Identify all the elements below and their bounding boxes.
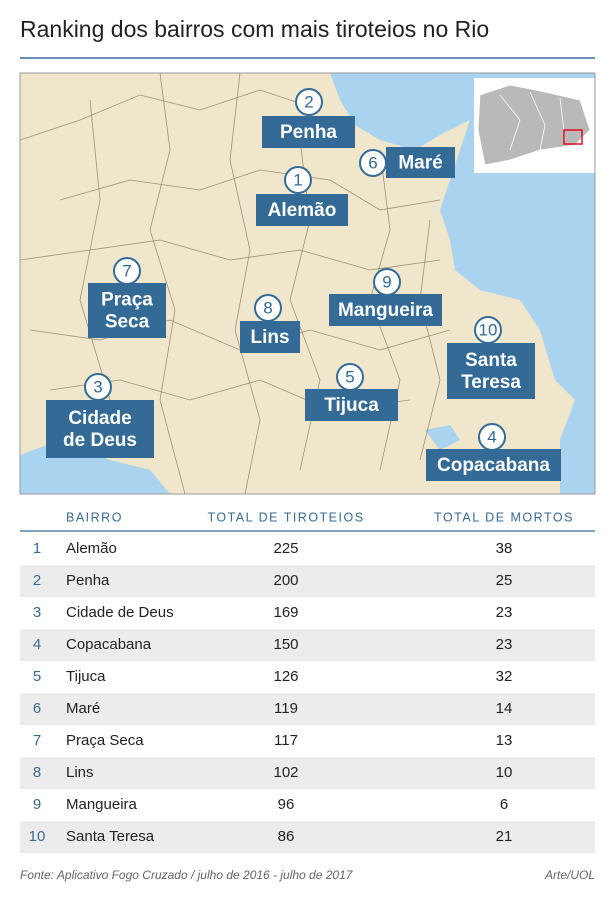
- bay: [330, 73, 480, 150]
- sea: [440, 73, 595, 494]
- name-cell: Lins: [66, 764, 94, 781]
- deaths-cell: 25: [496, 572, 513, 589]
- lagoa: [425, 425, 460, 450]
- deaths-cell: 23: [496, 636, 513, 653]
- neighborhood-label: Lins: [250, 327, 289, 348]
- deaths-cell: 14: [496, 700, 513, 717]
- deaths-cell: 13: [496, 732, 513, 749]
- label-box: [305, 389, 398, 421]
- rank-cell: 7: [33, 732, 41, 749]
- rank-cell: 6: [33, 700, 41, 717]
- rank-badge: [295, 88, 323, 116]
- shootings-cell: 86: [278, 828, 295, 845]
- rank-number: 5: [345, 367, 354, 386]
- name-cell: Cidade de Deus: [66, 604, 174, 621]
- label-box: [46, 400, 154, 458]
- credit: Arte/UOL: [544, 868, 595, 882]
- neighborhood-label: Copacabana: [437, 455, 550, 476]
- row-shade: [20, 565, 595, 597]
- rank-badge: [284, 166, 312, 194]
- deaths-cell: 21: [496, 828, 513, 845]
- row-shade: [20, 693, 595, 725]
- title: Ranking dos bairros com mais tiroteios n…: [20, 16, 489, 42]
- shootings-cell: 126: [273, 668, 298, 685]
- neighborhood-label: Penha: [280, 122, 337, 143]
- label-box: [447, 343, 535, 399]
- shootings-cell: 102: [273, 764, 298, 781]
- rank-number: 3: [93, 377, 102, 396]
- row-shade: [20, 757, 595, 789]
- row-shade: [20, 821, 595, 853]
- column-header: BAIRRO: [66, 510, 123, 524]
- ranking-table: BAIRRO TOTAL DE TIROTEIOS TOTAL DE MORTO…: [20, 510, 595, 853]
- inset-state: [477, 84, 591, 166]
- label-box: [256, 194, 348, 226]
- map-frame: [19, 72, 596, 495]
- shootings-cell: 200: [273, 572, 298, 589]
- rank-cell: 8: [33, 764, 41, 781]
- rank-cell: 9: [33, 796, 41, 813]
- name-cell: Praça Seca: [66, 732, 144, 749]
- neighborhood-label: Santa: [465, 350, 517, 371]
- label-box: [426, 449, 561, 481]
- neighborhood-label: Tijuca: [324, 395, 379, 416]
- shootings-cell: 117: [274, 732, 298, 749]
- shootings-cell: 96: [278, 796, 295, 813]
- rank-cell: 5: [33, 668, 41, 685]
- rank-number: 9: [382, 272, 391, 291]
- shootings-cell: 169: [273, 604, 298, 621]
- name-cell: Tijuca: [66, 668, 106, 685]
- neighborhood-label: Seca: [105, 312, 150, 333]
- rank-cell: 2: [33, 572, 41, 589]
- neighborhood-label: Praça: [101, 290, 153, 311]
- rank-cell: 10: [29, 828, 46, 845]
- neighborhood-label: Cidade: [68, 408, 131, 429]
- deaths-cell: 23: [496, 604, 513, 621]
- rank-cell: 4: [33, 636, 41, 653]
- rank-number: 6: [368, 153, 377, 172]
- deaths-cell: 32: [496, 668, 513, 685]
- name-cell: Santa Teresa: [66, 828, 155, 845]
- rank-number: 2: [304, 92, 313, 111]
- name-cell: Alemão: [66, 540, 117, 557]
- rank-number: 10: [479, 320, 498, 339]
- neighborhood-label: de Deus: [63, 430, 137, 451]
- source: Fonte: Aplicativo Fogo Cruzado / julho d…: [20, 868, 354, 882]
- row-shade: [20, 629, 595, 661]
- shootings-cell: 150: [273, 636, 298, 653]
- deaths-cell: 6: [500, 796, 508, 813]
- column-header: TOTAL DE TIROTEIOS: [207, 510, 364, 524]
- deaths-cell: 38: [496, 540, 513, 557]
- label-box: [386, 147, 455, 178]
- rank-number: 8: [263, 298, 272, 317]
- name-cell: Copacabana: [66, 636, 152, 653]
- neighborhood-label: Maré: [398, 153, 442, 174]
- name-cell: Maré: [66, 700, 100, 717]
- rank-cell: 3: [33, 604, 41, 621]
- label-box: [329, 294, 442, 326]
- shootings-cell: 119: [274, 700, 298, 717]
- column-header: TOTAL DE MORTOS: [434, 510, 574, 524]
- label-box: [88, 283, 166, 338]
- shootings-cell: 225: [273, 540, 298, 557]
- rank-cell: 1: [33, 540, 41, 557]
- inset-highlight: [563, 129, 583, 145]
- rank-number: 7: [122, 261, 131, 280]
- rank-number: 4: [487, 427, 496, 446]
- rank-number: 1: [293, 170, 302, 189]
- deaths-cell: 10: [496, 764, 513, 781]
- label-box: [262, 116, 355, 148]
- name-cell: Mangueira: [66, 796, 138, 813]
- neighborhood-label: Teresa: [461, 372, 521, 393]
- name-cell: Penha: [66, 572, 110, 589]
- neighborhood-label: Mangueira: [338, 300, 433, 321]
- neighborhood-label: Alemão: [268, 200, 337, 221]
- label-box: [240, 321, 300, 353]
